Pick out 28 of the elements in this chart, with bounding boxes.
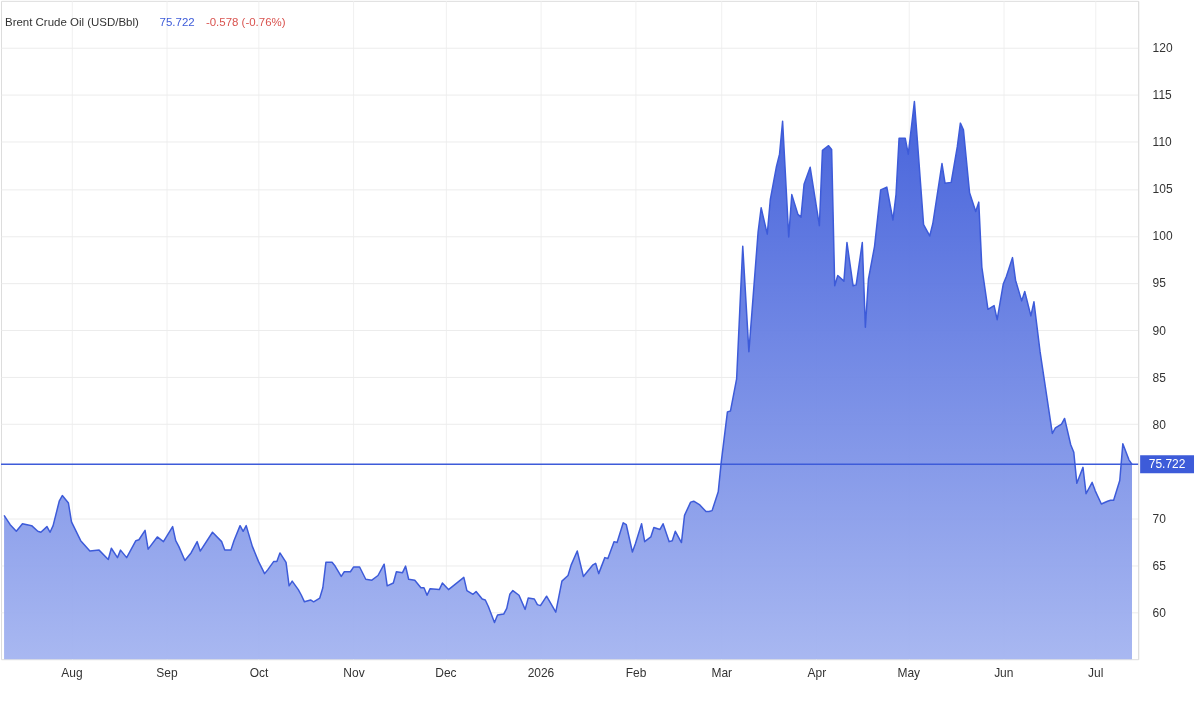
x-tick-label: Jul (1088, 665, 1104, 680)
y-tick-label: 100 (1152, 229, 1173, 244)
x-tick-label: Sep (156, 665, 178, 680)
y-tick-label: 95 (1152, 276, 1167, 291)
y-tick-label: 120 (1152, 41, 1173, 56)
y-tick-label: 70 (1152, 511, 1167, 526)
y-tick-label: 60 (1152, 605, 1167, 620)
text: Brent Crude Oil (USD/Bbl) (4, 15, 140, 28)
x-tick-label: Nov (343, 665, 365, 680)
y-tick-label: 115 (1152, 88, 1173, 103)
x-tick-label: Oct (249, 665, 269, 680)
ref-line-label: 75.722 (1148, 457, 1186, 472)
y-tick-label: 90 (1152, 323, 1167, 338)
x-tick-label: Aug (61, 665, 83, 680)
x-tick-label: May (897, 665, 921, 680)
annotation: -0.578 (-0.76%) (205, 15, 286, 28)
y-tick-label: 110 (1152, 135, 1173, 150)
x-tick-label: 2026 (527, 665, 555, 680)
y-tick-label: 80 (1152, 417, 1167, 432)
y-tick-label: 105 (1152, 182, 1173, 197)
y-tick-label: 85 (1152, 370, 1167, 385)
x-tick-label: Mar (711, 665, 733, 680)
x-tick-label: Apr (807, 665, 827, 680)
annotation: 75.722 (159, 15, 195, 28)
x-tick-label: Jun (994, 665, 1014, 680)
y-tick-label: 65 (1152, 558, 1167, 573)
x-tick-label: Feb (625, 665, 647, 680)
x-tick-label: Dec (435, 665, 457, 680)
